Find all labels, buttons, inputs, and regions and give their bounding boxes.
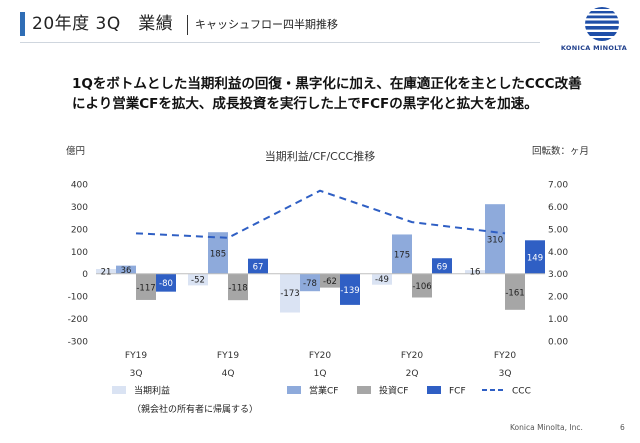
y2-tick-label: 4.00 bbox=[548, 248, 568, 258]
y-tick-label: -300 bbox=[68, 338, 89, 348]
x-tick-label-quarter: 1Q bbox=[314, 369, 327, 379]
legend-label-ccc: CCC bbox=[512, 387, 531, 397]
data-label-investing_cf: -161 bbox=[505, 288, 524, 298]
y-axis-label: 億円 bbox=[66, 146, 86, 157]
data-label-investing_cf: -117 bbox=[136, 283, 155, 293]
data-label-operating_cf: 185 bbox=[210, 249, 226, 259]
data-label-operating_cf: -78 bbox=[303, 279, 317, 289]
lead-line-1: 1Qをボトムとした当期利益の回復・黒字化に加え、在庫適正化を主としたCCC改善 bbox=[72, 76, 582, 92]
x-tick-label-quarter: 3Q bbox=[499, 369, 512, 379]
header-rule bbox=[20, 42, 540, 43]
data-label-profit: 16 bbox=[470, 268, 481, 278]
chart-title: 当期利益/CF/CCC推移 bbox=[264, 150, 376, 163]
legend-swatch-operating_cf bbox=[287, 386, 301, 394]
bar-fcf bbox=[248, 258, 268, 274]
bar-profit bbox=[372, 273, 392, 285]
bar-investing_cf bbox=[412, 273, 432, 298]
data-label-fcf: -80 bbox=[159, 279, 173, 289]
bar-investing_cf bbox=[320, 273, 340, 288]
legend-note-profit: （親会社の所有者に帰属する） bbox=[132, 403, 258, 415]
legend-label-investing_cf: 投資CF bbox=[379, 385, 408, 397]
bar-profit bbox=[188, 273, 208, 286]
cashflow-chart: -300 -200 -100 0 100 200 300 400 0.00 1.00 2.00 3.0… bbox=[68, 181, 569, 416]
y-tick-label: 0 bbox=[82, 270, 88, 280]
y-tick-label: -100 bbox=[68, 293, 89, 303]
y2-tick-label: 0.00 bbox=[548, 338, 568, 348]
legend-swatch-fcf bbox=[427, 386, 441, 394]
data-label-investing_cf: -62 bbox=[323, 277, 337, 287]
x-tick-label-year: FY20 bbox=[494, 351, 516, 361]
konica-minolta-logo-icon bbox=[585, 7, 619, 41]
bar-profit bbox=[465, 270, 485, 274]
data-label-fcf: 69 bbox=[437, 262, 448, 272]
legend-label-fcf: FCF bbox=[449, 387, 466, 397]
data-label-profit: -173 bbox=[280, 289, 299, 299]
header-accent bbox=[20, 12, 25, 36]
bar-fcf bbox=[525, 240, 545, 274]
data-label-operating_cf: 175 bbox=[394, 251, 410, 261]
legend-label-profit: 当期利益 bbox=[134, 385, 170, 397]
bar-operating_cf bbox=[208, 232, 228, 274]
x-tick-label-year: FY20 bbox=[309, 351, 331, 361]
data-label-investing_cf: -118 bbox=[228, 283, 247, 293]
data-label-investing_cf: -106 bbox=[412, 282, 431, 292]
logo-wordmark: KONICA MINOLTA bbox=[560, 44, 628, 52]
data-label-profit: -49 bbox=[375, 275, 389, 285]
data-label-fcf: -139 bbox=[340, 286, 359, 296]
y-tick-label: 400 bbox=[71, 181, 88, 191]
legend-swatch-profit bbox=[112, 386, 126, 394]
y2-tick-label: 6.00 bbox=[548, 203, 568, 213]
legend-swatch-investing_cf bbox=[357, 386, 371, 394]
x-tick-label-year: FY19 bbox=[217, 351, 239, 361]
y2-tick-label: 2.00 bbox=[548, 293, 568, 303]
header-bar: 20年度 3Q 業績 キャッシュフロー四半期推移 bbox=[0, 0, 640, 56]
y-tick-label: 300 bbox=[71, 203, 88, 213]
footer-company: Konica Minolta, Inc. bbox=[510, 423, 583, 432]
page-number: 6 bbox=[620, 423, 625, 432]
bar-fcf bbox=[156, 273, 176, 292]
y2-tick-label: 7.00 bbox=[548, 181, 568, 191]
bar-fcf bbox=[340, 273, 360, 305]
data-label-fcf: 67 bbox=[253, 263, 264, 273]
x-tick-label-quarter: 3Q bbox=[130, 369, 143, 379]
data-label-profit: 21 bbox=[101, 268, 112, 278]
lead-text: 1Qをボトムとした当期利益の回復・黒字化に加え、在庫適正化を主としたCCC改善 … bbox=[72, 74, 632, 114]
x-tick-label-year: FY20 bbox=[401, 351, 423, 361]
data-label-operating_cf: 310 bbox=[487, 235, 503, 245]
y2-tick-label: 1.00 bbox=[548, 315, 568, 325]
bar-operating_cf bbox=[485, 204, 505, 274]
x-tick-label-quarter: 2Q bbox=[406, 369, 419, 379]
x-tick-label-year: FY19 bbox=[125, 351, 147, 361]
bar-operating_cf bbox=[116, 265, 136, 274]
bar-investing_cf bbox=[136, 273, 156, 300]
bar-operating_cf bbox=[392, 234, 412, 274]
bar-investing_cf bbox=[505, 273, 525, 310]
lead-line-2: により営業CFを拡大、成長投資を実行した上でFCFの黒字化と拡大を加速。 bbox=[72, 96, 538, 112]
page-title: 20年度 3Q 業績 bbox=[32, 14, 174, 34]
y-tick-label: 200 bbox=[71, 225, 88, 235]
x-tick-label-quarter: 4Q bbox=[222, 369, 235, 379]
y-tick-label: -200 bbox=[68, 315, 89, 325]
y2-tick-label: 3.00 bbox=[548, 270, 568, 280]
data-label-operating_cf: 36 bbox=[121, 266, 132, 276]
bar-profit bbox=[280, 273, 300, 313]
bar-operating_cf bbox=[300, 273, 320, 292]
legend-label-operating_cf: 営業CF bbox=[309, 385, 338, 397]
bar-investing_cf bbox=[228, 273, 248, 301]
header-separator bbox=[187, 15, 188, 35]
ccc-line bbox=[135, 189, 506, 239]
data-label-fcf: 149 bbox=[527, 254, 543, 264]
bar-profit bbox=[96, 269, 116, 274]
y2-axis-label: 回転数：ヶ月 bbox=[532, 146, 590, 157]
page-subtitle: キャッシュフロー四半期推移 bbox=[195, 18, 338, 31]
data-label-profit: -52 bbox=[191, 276, 205, 286]
y2-tick-label: 5.00 bbox=[548, 225, 568, 235]
y-tick-label: 100 bbox=[71, 248, 88, 258]
bar-fcf bbox=[432, 258, 452, 274]
